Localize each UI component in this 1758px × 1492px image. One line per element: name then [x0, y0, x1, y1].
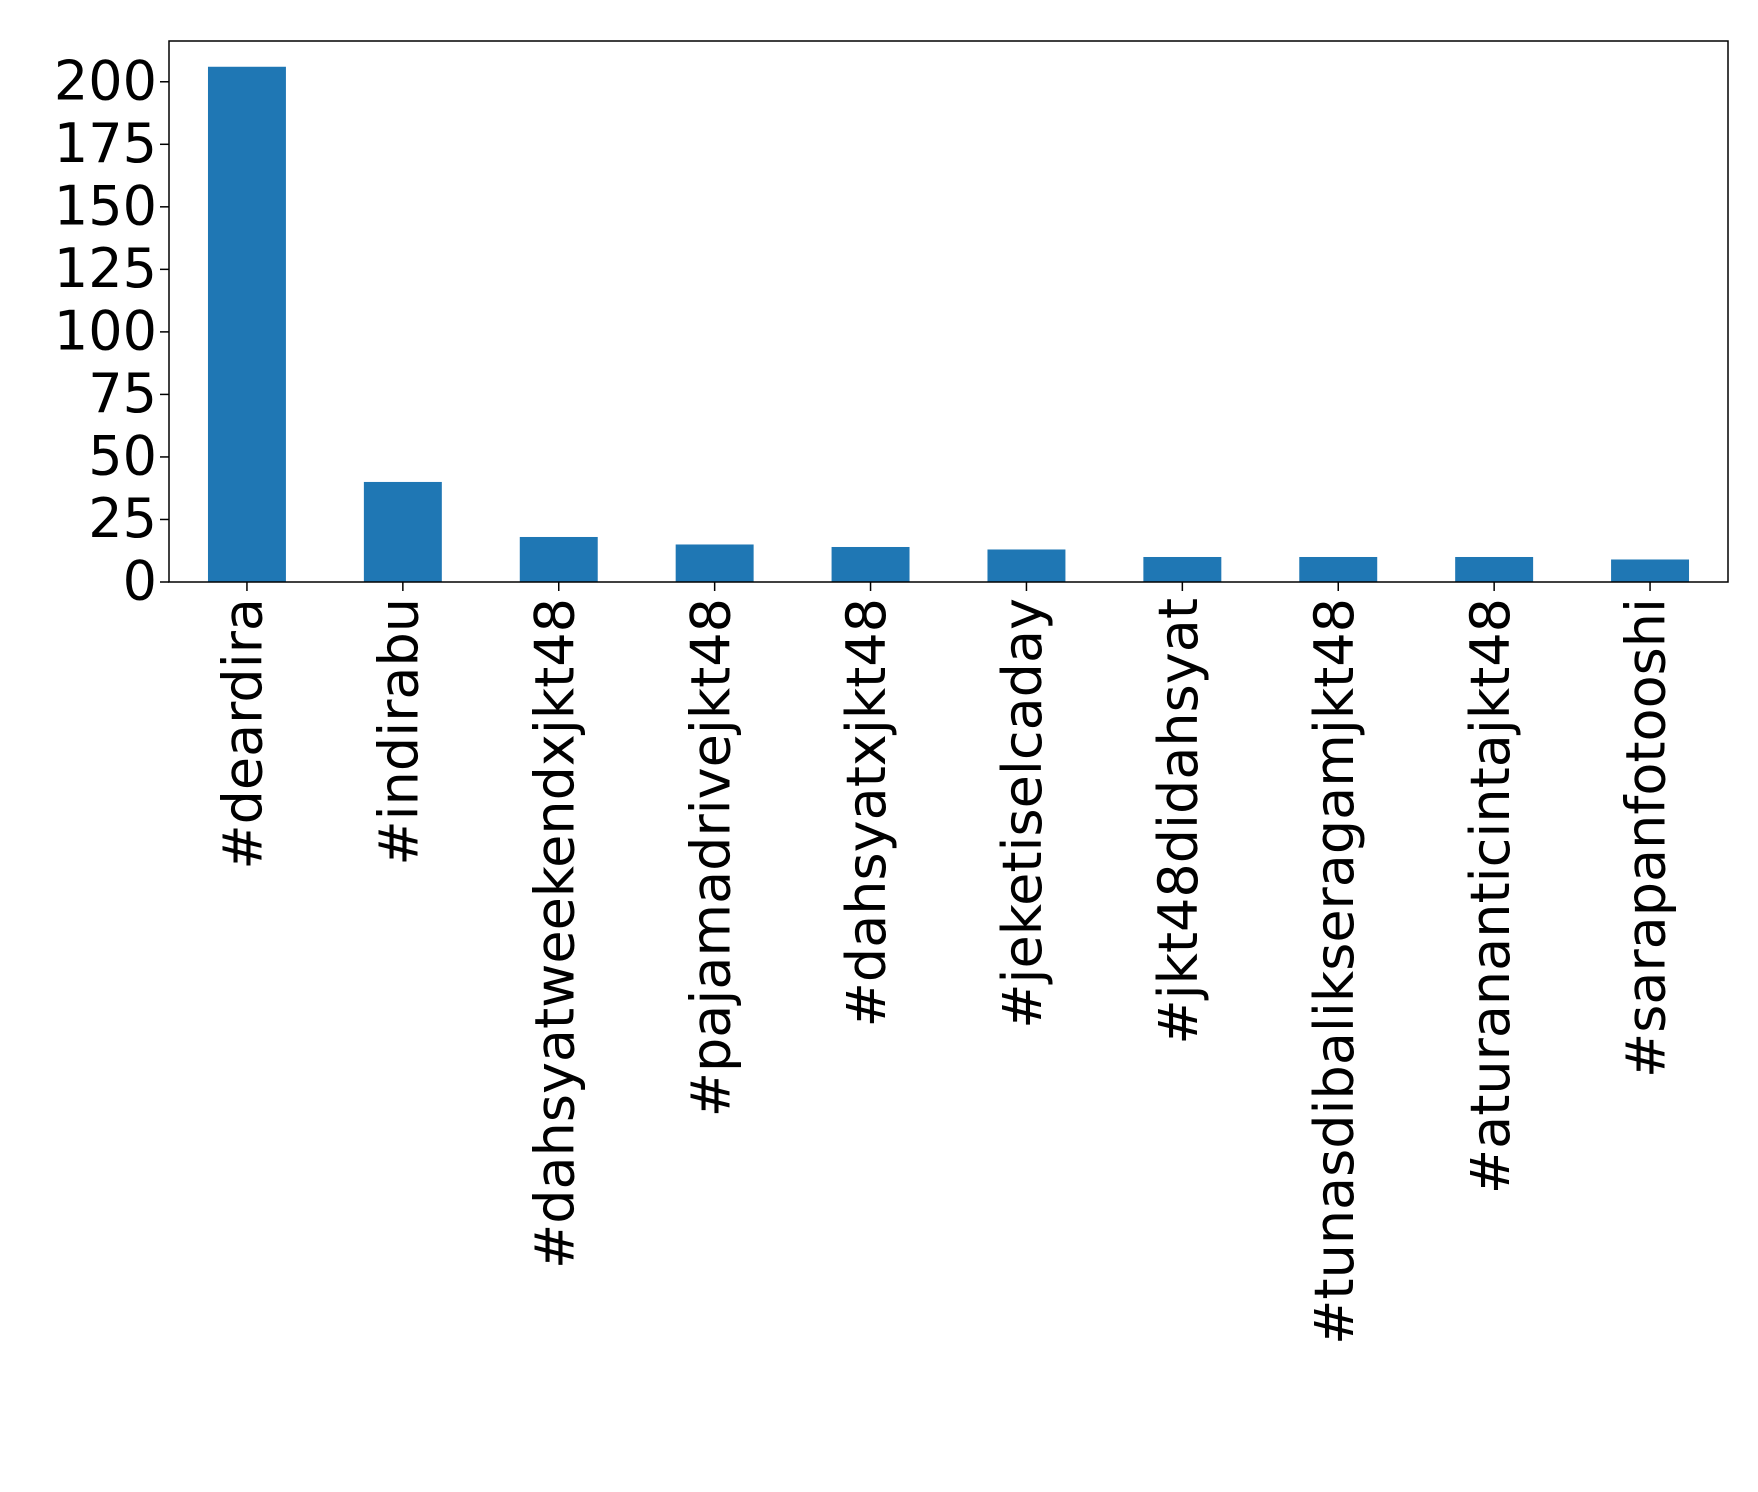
- x-tick-label: #aturananticintajkt48: [1459, 598, 1522, 1194]
- bar: [987, 549, 1066, 582]
- bar: [1299, 556, 1378, 582]
- x-tick-label: #dahsyatxjkt48: [835, 598, 898, 1027]
- x-tick-label: #jeketiselcaday: [991, 598, 1054, 1029]
- bar: [831, 546, 910, 582]
- x-tick-label: #indirabu: [367, 598, 430, 866]
- bar: [519, 536, 598, 582]
- y-tick-label: 125: [54, 237, 157, 300]
- y-tick-label: 25: [88, 487, 157, 550]
- x-tick-label: #pajamadrivejkt48: [679, 598, 742, 1117]
- plot-frame: [168, 40, 1729, 583]
- x-tick-label: #deardira: [212, 598, 275, 870]
- y-tick-label: 50: [88, 425, 157, 488]
- y-tick-label: 150: [54, 174, 157, 237]
- y-tick-label: 0: [123, 550, 157, 613]
- y-tick-label: 175: [54, 112, 157, 175]
- x-tick-label: #dahsyatweekendxjkt48: [523, 598, 586, 1269]
- bar: [363, 481, 442, 582]
- x-tick-label: #tunasdibalikseragamjkt48: [1303, 598, 1366, 1345]
- y-tick-label: 100: [54, 300, 157, 363]
- y-tick-label: 75: [88, 362, 157, 425]
- bar: [1455, 556, 1534, 582]
- x-tick-label: #sarapanfotooshi: [1615, 598, 1678, 1078]
- bar: [675, 544, 754, 582]
- bar: [1143, 556, 1222, 582]
- bar: [1611, 559, 1690, 582]
- x-tick-label: #jkt48didahsyat: [1147, 598, 1210, 1045]
- y-tick-label: 200: [54, 49, 157, 112]
- bar: [207, 66, 286, 582]
